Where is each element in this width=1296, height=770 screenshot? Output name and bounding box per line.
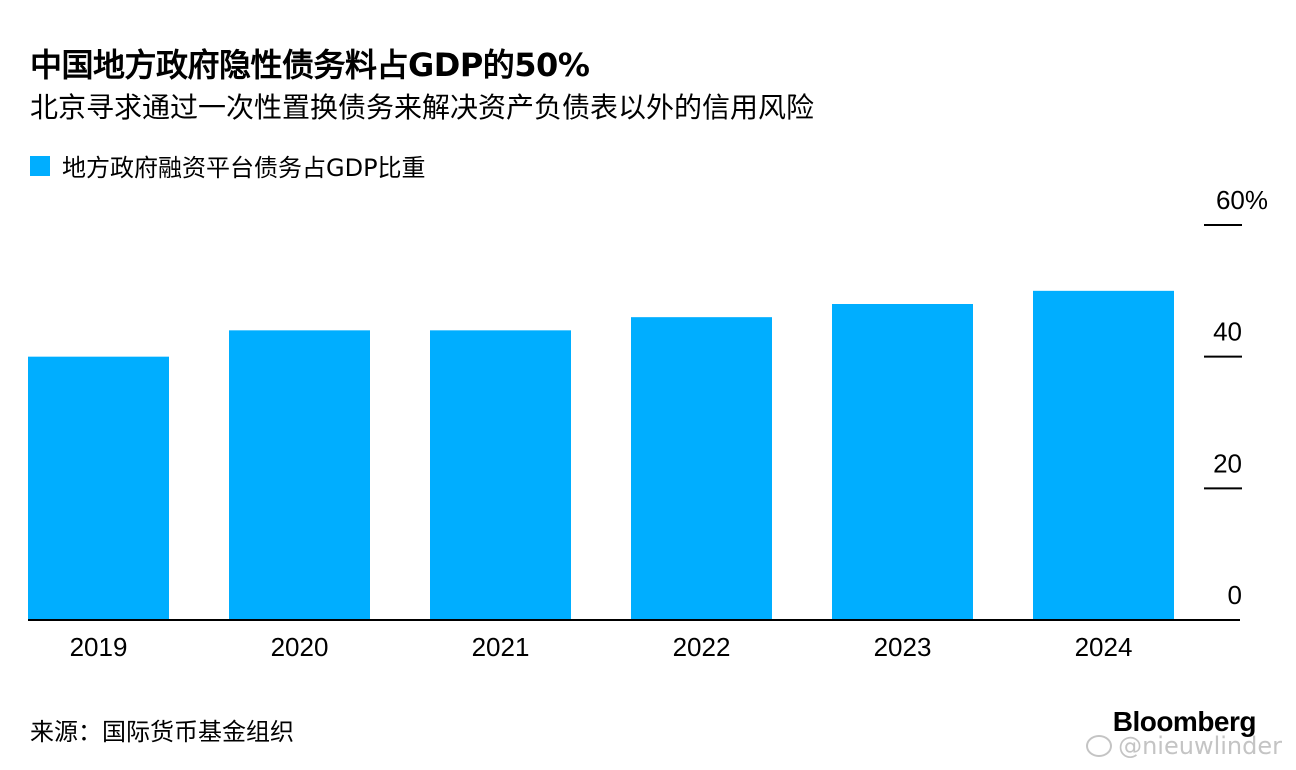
legend-label: 地方政府融资平台债务占GDP比重 [62, 154, 426, 182]
y-tick-label-60: 60% [1216, 185, 1268, 215]
bar-2023 [832, 304, 973, 620]
x-tick-label-2023: 2023 [874, 632, 932, 662]
chart-subtitle: 北京寻求通过一次性置换债务来解决资产负债表以外的信用风险 [30, 91, 815, 124]
bloomberg-logo: Bloomberg [1112, 706, 1257, 737]
bar-2024 [1033, 290, 1174, 620]
bar-2020 [229, 330, 370, 620]
x-tick-label-2022: 2022 [673, 632, 731, 662]
bar-2019 [28, 356, 169, 620]
y-tick-label-40: 40 [1213, 317, 1242, 347]
watermark: @nieuwlinder [1086, 732, 1282, 760]
x-tick-label-2019: 2019 [70, 632, 128, 662]
legend: 地方政府融资平台债务占GDP比重 [30, 148, 426, 183]
bar-2022 [631, 317, 772, 620]
legend-swatch [30, 155, 50, 176]
bar-2021 [430, 330, 571, 620]
x-tick-label-2021: 2021 [472, 632, 530, 662]
source-note: 来源：国际货币基金组织 [30, 718, 294, 746]
x-tick-label-2020: 2020 [271, 632, 329, 662]
y-tick-label-20: 20 [1213, 448, 1242, 478]
y-tick-label-0: 0 [1228, 580, 1242, 610]
watermark-text: @nieuwlinder [1118, 732, 1282, 760]
x-tick-label-2024: 2024 [1075, 632, 1133, 662]
chart-title: 中国地方政府隐性债务料占GDP的50% [30, 46, 590, 84]
weibo-icon [1086, 735, 1113, 757]
